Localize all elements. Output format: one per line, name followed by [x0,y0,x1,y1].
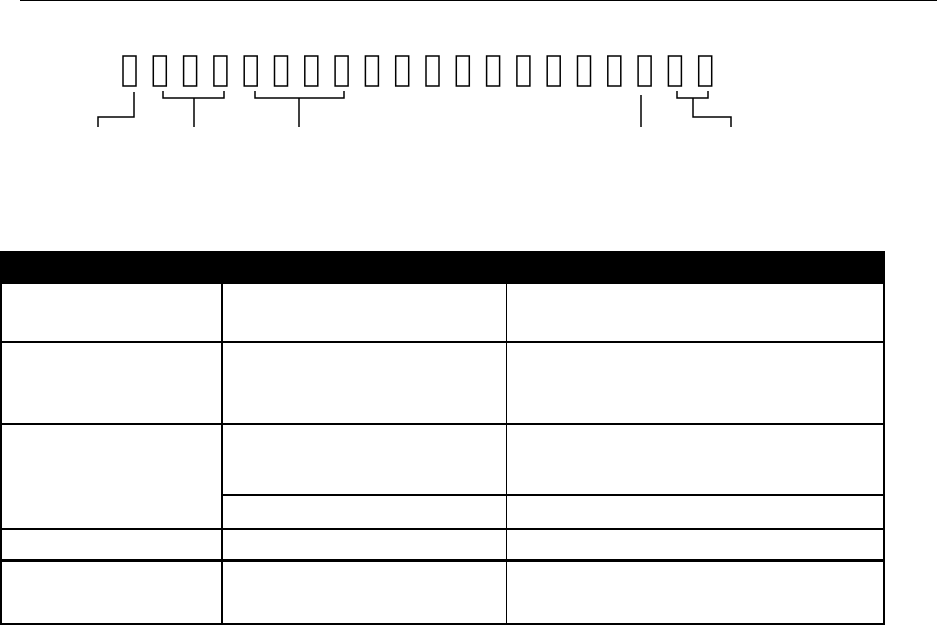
column-divider-1 [221,284,223,625]
character-box [152,55,168,87]
character-box [122,55,137,87]
character-box [546,55,561,87]
table-border-bottom [0,623,885,625]
character-box [637,55,652,87]
character-boxes [122,55,713,87]
character-box [516,55,531,87]
bracket-5 [676,91,709,99]
table-row-divider [0,528,885,530]
page-rule [20,0,937,1]
character-box [697,55,713,87]
table-row-divider [0,423,885,425]
character-box [576,55,592,87]
character-box [485,55,501,87]
character-box [182,55,198,87]
bracket-3 [254,91,345,99]
table-header [0,251,885,284]
connector-1 [97,92,135,127]
character-box [455,55,471,87]
table-border-right [883,251,885,625]
table-border-left [0,284,2,625]
bracket-connectors [97,91,732,127]
bracket-2 [162,91,225,99]
character-box [425,55,440,87]
character-box [667,55,683,87]
character-box [243,55,258,87]
character-box [364,55,380,87]
character-box [273,55,289,87]
connector-5 [692,98,732,127]
character-box [394,55,410,87]
character-box [607,55,622,87]
character-box [304,55,319,87]
character-box [334,55,349,87]
table-row-divider [222,494,885,496]
table-row-divider [0,559,885,562]
column-divider-2 [506,284,507,625]
field-layout-diagram [97,55,732,127]
character-box [213,55,228,87]
data-table [0,251,885,625]
table-row-divider [0,341,885,343]
